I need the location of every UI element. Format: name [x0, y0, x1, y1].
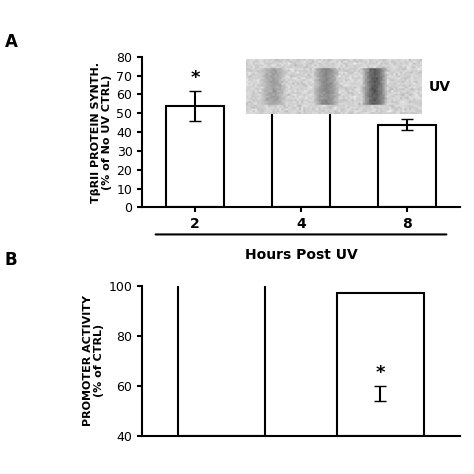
Text: A: A	[5, 33, 18, 51]
Y-axis label: TβRII PROTEIN SYNTH.
(% of No UV CTRL): TβRII PROTEIN SYNTH. (% of No UV CTRL)	[91, 62, 112, 202]
Bar	[378, 125, 436, 207]
Text: *: *	[296, 82, 306, 100]
Text: *: *	[191, 69, 200, 87]
X-axis label: Hours Post UV: Hours Post UV	[245, 248, 357, 262]
Y-axis label: PROMOTER ACTIVITY
(% of CTRL): PROMOTER ACTIVITY (% of CTRL)	[83, 295, 104, 426]
Bar	[166, 106, 224, 207]
Text: *: *	[402, 97, 411, 115]
Bar	[272, 108, 330, 207]
Bar	[178, 185, 265, 436]
Text: B: B	[5, 251, 18, 269]
Text: UV: UV	[429, 80, 451, 93]
Text: *: *	[375, 364, 385, 382]
Bar	[337, 293, 424, 436]
